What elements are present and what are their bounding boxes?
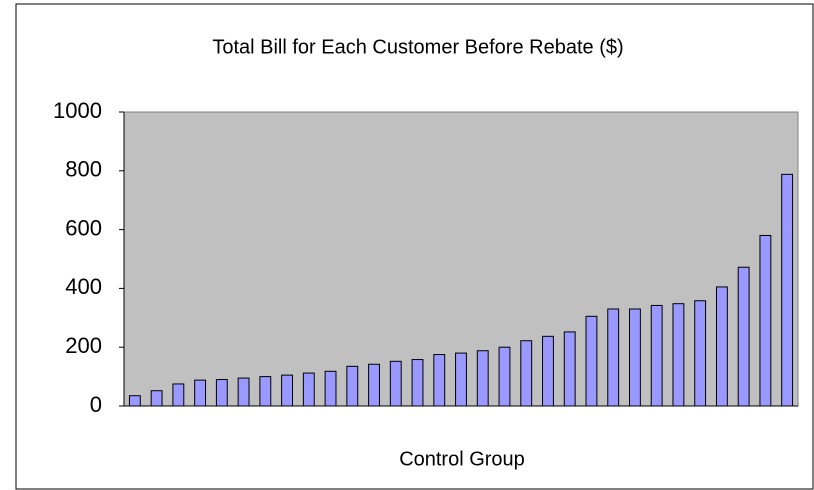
bar [237,377,250,407]
bar [281,374,293,407]
bar [215,379,228,407]
bar [759,234,772,407]
bar [433,354,446,407]
bar [259,376,272,407]
bar [172,383,185,407]
y-tick-label: 200 [65,333,102,358]
x-axis-label: Control Group [399,448,525,470]
bar [411,359,424,407]
bar [368,363,380,407]
bar [150,390,163,407]
bar [346,365,359,407]
y-tick-label: 1000 [53,98,102,123]
bar [476,350,489,407]
bar [737,266,750,407]
bar [455,352,467,407]
chart-title: Total Bill for Each Customer Before Reba… [212,36,623,58]
y-tick-label: 800 [65,157,102,182]
bar [781,173,794,407]
y-tick-label: 400 [65,274,102,299]
bar [542,335,554,407]
bar [672,303,685,407]
bar [498,346,511,407]
bar [324,370,337,407]
bar [128,395,141,407]
bar [194,379,207,407]
y-tick-label: 600 [65,215,102,240]
bar [563,331,576,407]
bar [302,372,315,407]
y-tick-label: 0 [90,392,102,417]
bar [715,286,728,407]
bar [694,300,707,407]
bar [520,340,533,407]
bar [607,308,620,407]
bar [629,308,641,407]
bar [650,304,663,407]
bar [389,360,402,407]
bar [585,315,598,407]
